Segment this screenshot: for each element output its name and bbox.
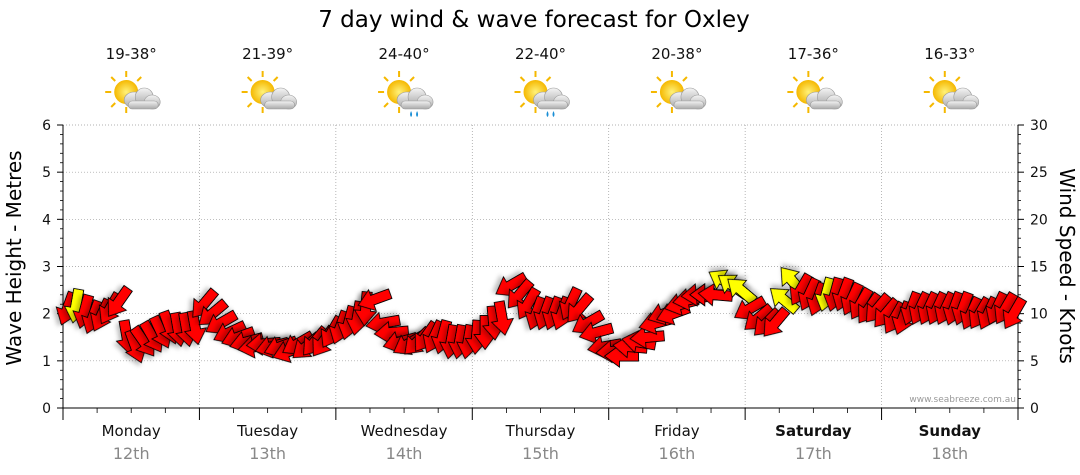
y-axis-right-label: Wind Speed - Knots xyxy=(1055,168,1079,364)
wind-arrow xyxy=(697,282,734,307)
daily-weather-row: 19-38° 21-39° 24-40° 22-40° 20-38° 17-36° 16-3… xyxy=(104,45,980,117)
wind-arrow xyxy=(183,309,208,346)
y-left-tick-label: 6 xyxy=(42,118,51,134)
grid xyxy=(63,124,1018,408)
wind-arrow xyxy=(1002,295,1028,330)
day-date: 18th xyxy=(931,444,968,463)
day-temperature: 22-40° xyxy=(515,45,566,63)
wind-arrow xyxy=(727,278,758,306)
y-right-tick-label: 5 xyxy=(1030,354,1039,370)
partly-cloudy-icon xyxy=(649,70,707,114)
y-left-tick-label: 1 xyxy=(42,354,51,370)
y-right-tick-label: 20 xyxy=(1030,212,1048,228)
wind-arrows xyxy=(55,266,1028,368)
day-date: 13th xyxy=(249,444,286,463)
day-temperature: 20-38° xyxy=(651,45,702,63)
day-temperature: 19-38° xyxy=(106,45,157,63)
partly-cloudy-icon xyxy=(922,70,980,114)
day-temperature: 17-36° xyxy=(788,45,839,63)
wind-arrow xyxy=(107,284,133,317)
y-right-tick-label: 15 xyxy=(1030,260,1048,276)
day-temperature: 16-33° xyxy=(924,45,975,63)
y-right-tick-label: 30 xyxy=(1030,118,1048,134)
day-date: 15th xyxy=(522,444,559,463)
day-date: 12th xyxy=(113,444,150,463)
axes: 0 1 2 3 4 5 6 0 5 10 15 20 25 30 xyxy=(42,118,1048,420)
wind-arrow xyxy=(490,300,515,336)
partly-cloudy-icon xyxy=(104,70,162,114)
wind-arrow xyxy=(567,292,595,323)
y-left-tick-label: 4 xyxy=(42,212,51,228)
day-name: Thursday xyxy=(505,422,576,440)
y-right-tick-label: 0 xyxy=(1030,401,1039,417)
y-axis-left-label: Wave Height - Metres xyxy=(2,150,26,365)
showers-icon xyxy=(515,71,570,117)
day-labels: Monday 12th Tuesday 13th Wednesday 14th Thursd… xyxy=(102,422,982,463)
wind-arrow xyxy=(769,288,801,315)
showers-icon xyxy=(378,71,433,117)
credit: www.seabreeze.com.au xyxy=(909,395,1016,405)
y-left-tick-label: 5 xyxy=(42,165,51,181)
y-left-tick-label: 2 xyxy=(42,307,51,323)
day-name: Wednesday xyxy=(361,422,448,440)
chart-title: 7 day wind & wave forecast for Oxley xyxy=(318,7,750,33)
day-name: Monday xyxy=(102,422,161,440)
partly-cloudy-icon xyxy=(240,70,298,114)
wind-arrow xyxy=(578,321,615,345)
y-right-tick-label: 25 xyxy=(1030,165,1048,181)
day-date: 16th xyxy=(659,444,696,463)
y-right-tick-label: 10 xyxy=(1030,307,1048,323)
wind-arrow xyxy=(192,287,220,318)
wind-arrow xyxy=(763,306,791,337)
partly-cloudy-icon xyxy=(786,70,844,114)
day-temperature: 24-40° xyxy=(379,45,430,63)
y-left-tick-label: 3 xyxy=(42,260,51,276)
day-name: Sunday xyxy=(919,422,982,440)
day-name: Friday xyxy=(654,422,700,440)
day-name: Saturday xyxy=(775,422,852,440)
wind-arrow xyxy=(357,288,393,312)
day-name: Tuesday xyxy=(236,422,298,440)
y-left-tick-label: 0 xyxy=(42,401,51,417)
day-date: 17th xyxy=(795,444,832,463)
wind-arrow xyxy=(507,277,535,309)
day-date: 14th xyxy=(386,444,423,463)
day-temperature: 21-39° xyxy=(242,45,293,63)
